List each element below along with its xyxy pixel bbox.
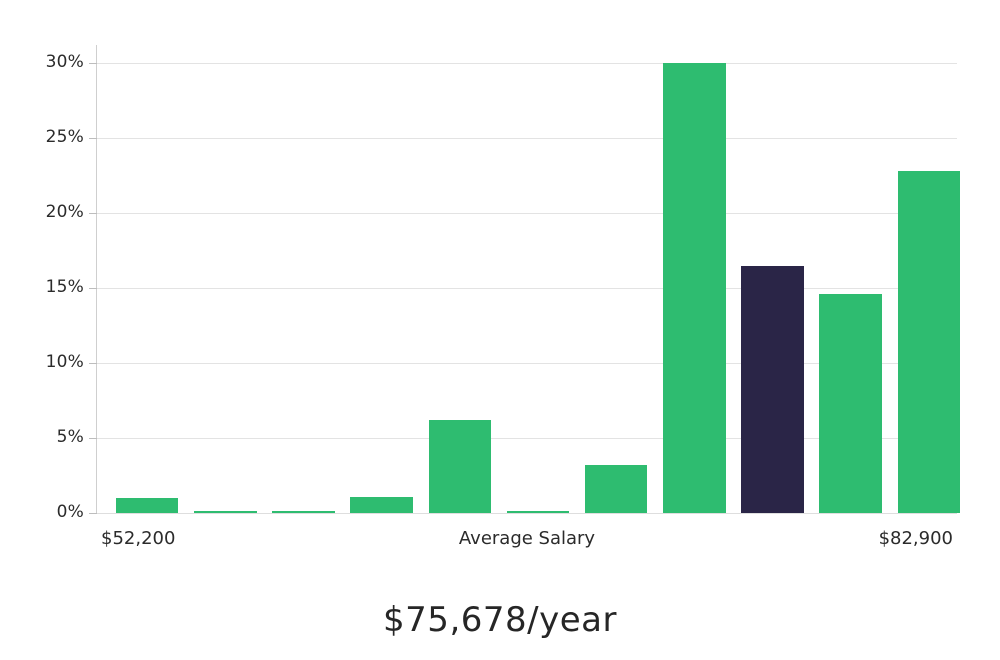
y-axis-tick-label: 30% — [45, 52, 84, 72]
bar[interactable] — [194, 511, 257, 513]
x-axis-label-max: $82,900 — [878, 528, 953, 549]
y-axis-tick-label: 25% — [45, 127, 84, 147]
x-axis-baseline — [97, 513, 957, 514]
bar[interactable] — [663, 63, 726, 513]
y-axis-tick-label: 0% — [56, 502, 84, 522]
plot-area — [97, 45, 961, 513]
x-axis-label-min: $52,200 — [101, 528, 176, 549]
y-axis-tick — [89, 213, 97, 214]
y-axis-tick — [89, 438, 97, 439]
bar[interactable] — [115, 498, 179, 513]
y-axis-tick — [89, 63, 97, 64]
x-axis: $52,200 Average Salary $82,900 — [97, 527, 957, 557]
y-axis-tick-label: 10% — [45, 352, 84, 372]
bar[interactable] — [741, 265, 804, 513]
y-axis-tick — [89, 513, 97, 514]
gridline — [97, 63, 957, 64]
gridline — [97, 363, 957, 364]
bar[interactable] — [272, 511, 335, 513]
gridline — [97, 438, 957, 439]
y-axis-tick — [89, 138, 97, 139]
bar[interactable] — [350, 496, 413, 513]
y-axis-tick — [89, 363, 97, 364]
y-axis-tick — [89, 288, 97, 289]
bar[interactable] — [584, 465, 648, 513]
y-axis-tick-label: 15% — [45, 277, 84, 297]
y-axis-tick-label: 5% — [56, 427, 84, 447]
bar[interactable] — [819, 294, 882, 513]
bar[interactable] — [428, 420, 492, 513]
gridline — [97, 288, 957, 289]
y-axis-tick-label: 20% — [45, 202, 84, 222]
gridline — [97, 138, 957, 139]
bar[interactable] — [897, 171, 961, 513]
gridline — [97, 213, 957, 214]
y-axis-line — [96, 45, 97, 514]
average-salary-value: $75,678/year — [383, 600, 617, 640]
x-axis-title: Average Salary — [458, 528, 596, 549]
bar-series — [97, 45, 961, 513]
bar[interactable] — [506, 511, 570, 513]
